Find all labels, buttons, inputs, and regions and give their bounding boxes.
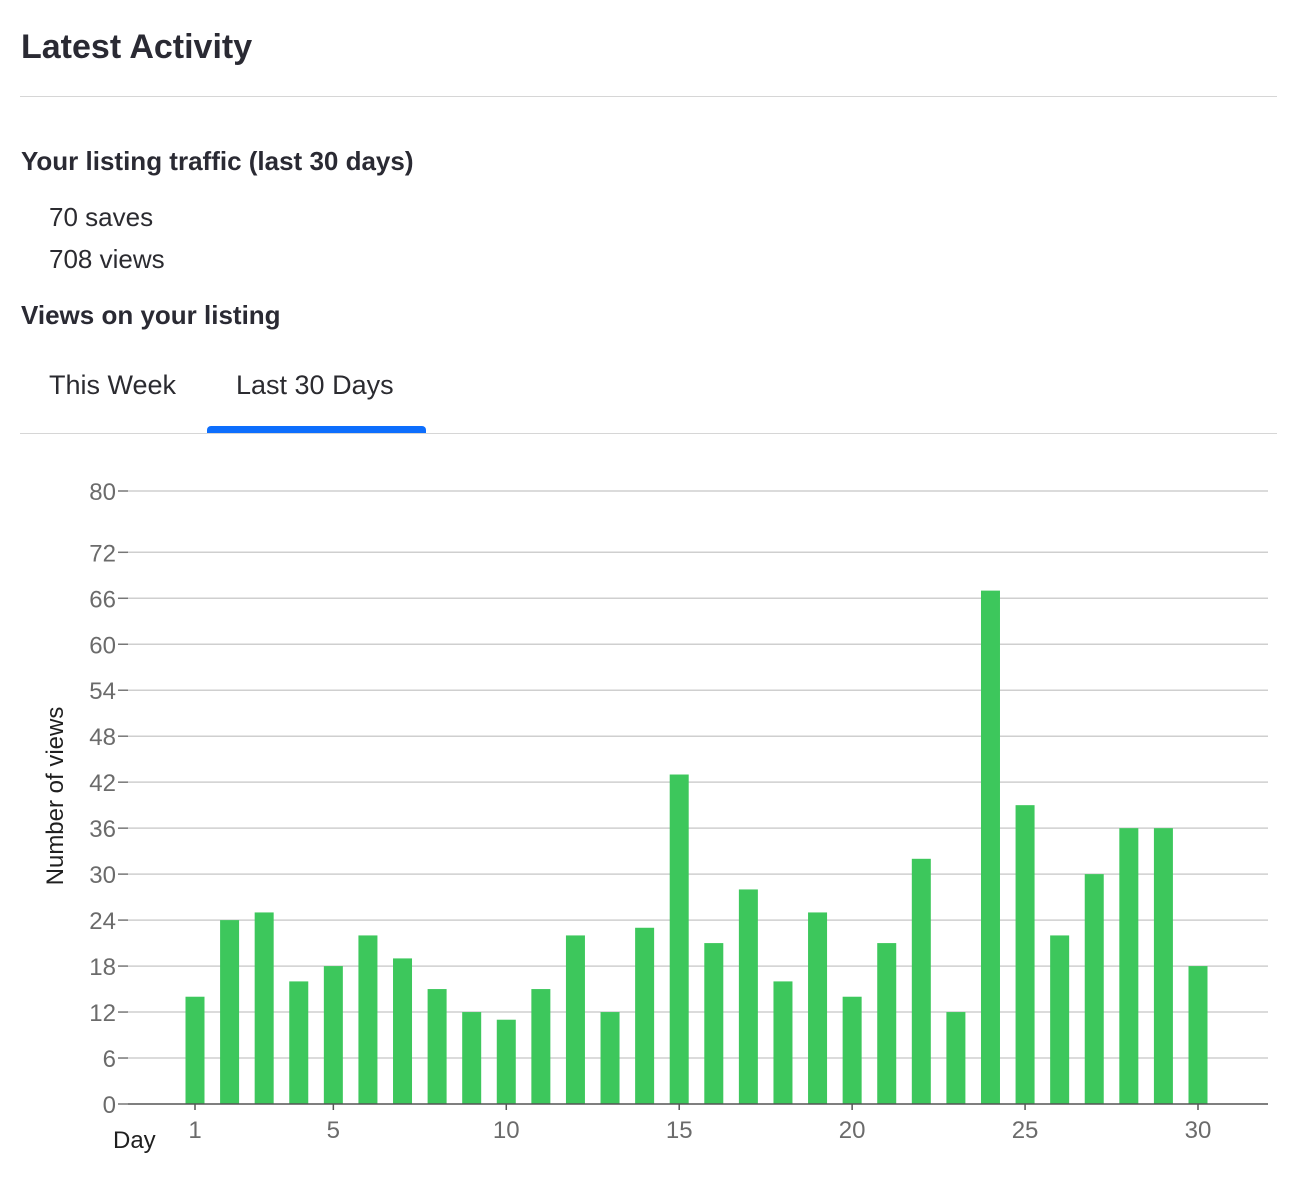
- bar: [842, 996, 862, 1104]
- bar: [323, 966, 343, 1104]
- page-title: Latest Activity: [21, 28, 253, 66]
- x-tick-label: 25: [1012, 1117, 1039, 1144]
- tab-last-30-days[interactable]: Last 30 Days: [236, 370, 394, 400]
- x-tick-label: 10: [493, 1117, 520, 1144]
- bar: [808, 912, 828, 1104]
- y-tick-label: 6: [103, 1046, 116, 1073]
- active-tab-indicator: [207, 426, 426, 433]
- y-tick-label: 42: [89, 770, 116, 797]
- x-axis-label: Day: [113, 1127, 156, 1154]
- x-tick-label: 1: [188, 1117, 201, 1144]
- bar: [773, 981, 793, 1104]
- y-tick-label: 54: [89, 678, 116, 705]
- x-tick-label: 5: [327, 1117, 340, 1144]
- views-count: 708 views: [49, 244, 165, 274]
- bar: [565, 935, 585, 1104]
- bar: [289, 981, 309, 1104]
- x-tick-label: 30: [1185, 1117, 1212, 1144]
- bar: [1188, 966, 1208, 1104]
- bar: [393, 958, 413, 1104]
- x-tick-label: 20: [839, 1117, 866, 1144]
- views-heading: Views on your listing: [21, 300, 281, 330]
- bar: [531, 989, 551, 1104]
- tab-this-week[interactable]: This Week: [49, 370, 177, 400]
- y-tick-label: 48: [89, 724, 116, 751]
- y-tick-label: 0: [103, 1092, 116, 1119]
- bar: [427, 989, 447, 1104]
- traffic-heading: Your listing traffic (last 30 days): [21, 146, 414, 176]
- bar: [1153, 828, 1173, 1104]
- bar: [669, 774, 689, 1104]
- y-tick-label: 18: [89, 954, 116, 981]
- bar: [1015, 805, 1035, 1104]
- bar: [946, 1012, 966, 1104]
- saves-count: 70 saves: [49, 202, 154, 232]
- bar: [496, 1019, 516, 1104]
- y-tick-label: 66: [89, 586, 116, 613]
- bar: [877, 943, 897, 1104]
- bar: [358, 935, 378, 1104]
- bar: [1050, 935, 1070, 1104]
- bar: [185, 996, 205, 1104]
- y-axis-label: Number of views: [42, 707, 69, 886]
- bar: [1119, 828, 1139, 1104]
- bar: [980, 590, 1000, 1104]
- bar: [635, 927, 655, 1104]
- tabs-divider: [20, 433, 1277, 434]
- y-tick-label: 24: [89, 908, 116, 935]
- bar: [1084, 874, 1104, 1104]
- bar: [738, 889, 758, 1104]
- bar: [462, 1012, 482, 1104]
- divider: [20, 96, 1277, 97]
- y-tick-label: 60: [89, 632, 116, 659]
- bar: [704, 943, 724, 1104]
- y-tick-label: 30: [89, 862, 116, 889]
- bar: [911, 858, 931, 1104]
- bar: [220, 920, 240, 1104]
- y-tick-label: 36: [89, 816, 116, 843]
- y-tick-label: 72: [89, 540, 116, 567]
- y-tick-label: 80: [89, 479, 116, 506]
- bar: [254, 912, 274, 1104]
- x-tick-label: 15: [666, 1117, 693, 1144]
- y-tick-label: 12: [89, 1000, 116, 1027]
- bar: [600, 1012, 620, 1104]
